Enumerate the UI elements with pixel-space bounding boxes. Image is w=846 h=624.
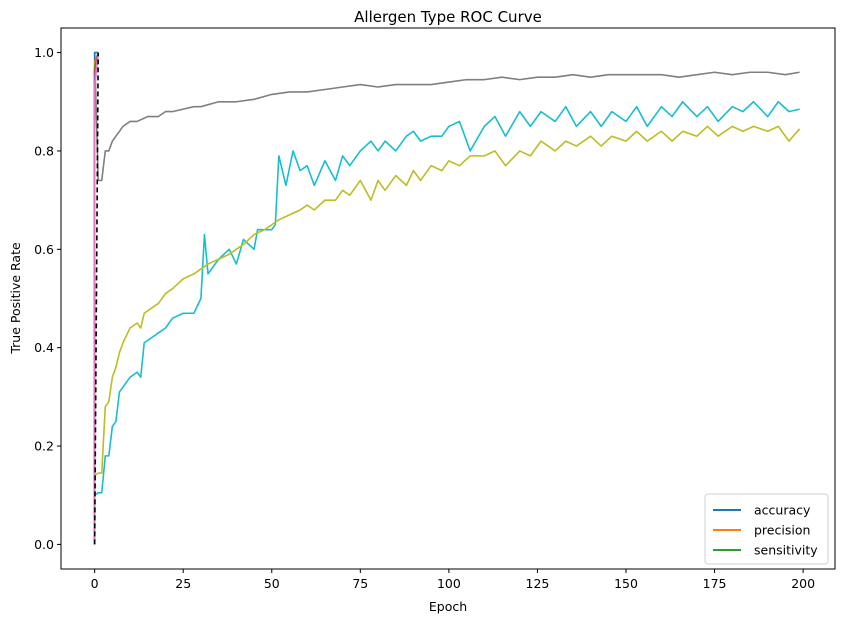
series-line-0 bbox=[93, 52, 800, 182]
x-tick-label: 75 bbox=[352, 576, 368, 591]
x-tick-label: 100 bbox=[437, 576, 461, 591]
y-tick-label: 1.0 bbox=[34, 45, 54, 60]
y-axis: 0.0 0.2 0.4 0.6 0.8 1.0 bbox=[34, 45, 61, 552]
legend: accuracy precision sensitivity bbox=[704, 493, 829, 565]
x-axis-label: Epoch bbox=[429, 599, 467, 614]
series-line-8 bbox=[93, 52, 99, 545]
legend-box bbox=[704, 493, 829, 565]
y-tick-label: 0.0 bbox=[34, 537, 54, 552]
y-tick-label: 0.4 bbox=[34, 340, 54, 355]
x-tick-label: 50 bbox=[264, 576, 280, 591]
x-tick-label: 25 bbox=[175, 576, 191, 591]
series-layer bbox=[93, 51, 801, 545]
plot-area bbox=[61, 28, 835, 569]
y-tick-label: 0.6 bbox=[34, 242, 54, 257]
y-axis-label: True Positive Rate bbox=[8, 242, 23, 355]
x-tick-label: 200 bbox=[791, 576, 815, 591]
x-tick-label: 175 bbox=[703, 576, 727, 591]
x-tick-label: 150 bbox=[614, 576, 638, 591]
series-line-1 bbox=[94, 100, 800, 496]
plot-frame bbox=[60, 27, 836, 570]
y-tick-label: 0.8 bbox=[34, 143, 54, 158]
legend-label-sensitivity: sensitivity bbox=[754, 543, 818, 558]
y-tick-label: 0.2 bbox=[34, 439, 54, 454]
series-line-2 bbox=[94, 125, 801, 477]
series-line-9 bbox=[93, 52, 99, 545]
legend-label-precision: precision bbox=[754, 523, 810, 538]
x-axis: 0 25 50 75 100 125 150 175 200 bbox=[91, 569, 815, 591]
legend-label-accuracy: accuracy bbox=[754, 503, 811, 518]
chart-title: Allergen Type ROC Curve bbox=[354, 8, 542, 26]
x-tick-label: 125 bbox=[526, 576, 550, 591]
x-tick-label: 0 bbox=[91, 576, 99, 591]
